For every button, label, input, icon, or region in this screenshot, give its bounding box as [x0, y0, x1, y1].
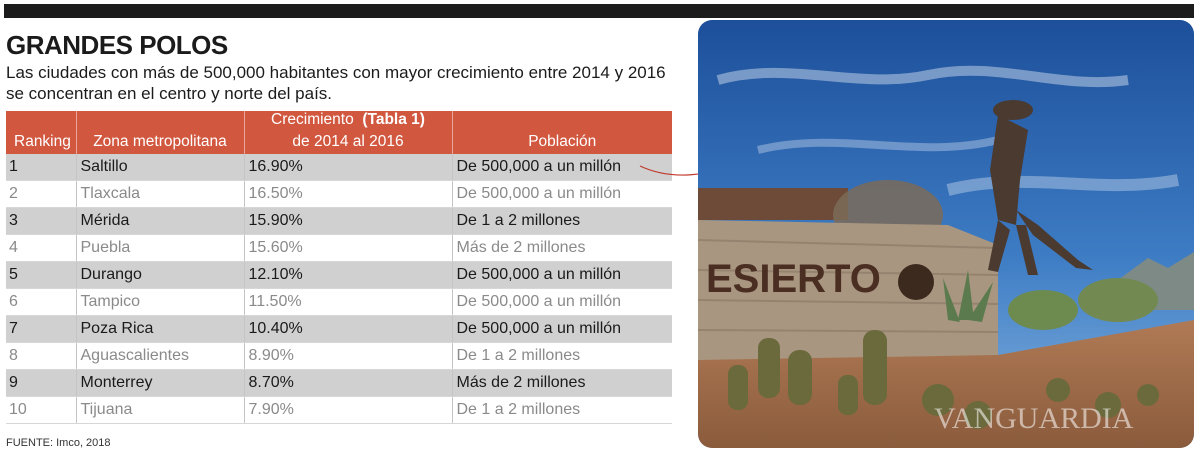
table-row: 9 Monterrey 8.70% Más de 2 millones	[6, 369, 672, 397]
cell-crecimiento: 8.90%	[244, 342, 453, 370]
ranking-table: Ranking Zona metropolitana Crecimiento (…	[6, 111, 672, 424]
page-subtitle: Las ciudades con más de 500,000 habitant…	[6, 63, 666, 103]
table-row: 6 Tampico 11.50% De 500,000 a un millón	[6, 288, 672, 316]
cell-ranking: 8	[6, 342, 77, 370]
header-crecimiento: Crecimiento (Tabla 1) de 2014 al 2016	[244, 111, 453, 154]
table-row: 5 Durango 12.10% De 500,000 a un millón	[6, 261, 672, 289]
header-zona: Zona metropolitana	[76, 111, 245, 154]
cell-crecimiento: 11.50%	[244, 288, 453, 316]
cell-ranking: 6	[6, 288, 77, 316]
cell-ranking: 4	[6, 234, 77, 262]
cell-zona: Aguascalientes	[76, 342, 245, 370]
cell-ranking: 10	[6, 396, 77, 424]
cell-crecimiento: 10.40%	[244, 315, 453, 343]
page-title: GRANDES POLOS	[6, 30, 228, 60]
cell-crecimiento: 16.50%	[244, 180, 453, 208]
header-ranking: Ranking	[6, 111, 77, 154]
table-header-row: Ranking Zona metropolitana Crecimiento (…	[6, 111, 672, 154]
photo-sign-text: ESIERTO	[706, 257, 881, 301]
header-crecimiento-tag: (Tabla 1)	[362, 111, 425, 128]
table-row: 8 Aguascalientes 8.90% De 1 a 2 millones	[6, 342, 672, 370]
cell-poblacion: Más de 2 millones	[452, 369, 672, 397]
cell-crecimiento: 16.90%	[244, 154, 453, 181]
cell-zona: Tijuana	[76, 396, 245, 424]
cell-zona: Monterrey	[76, 369, 245, 397]
cell-ranking: 7	[6, 315, 77, 343]
photo-watermark: VANGUARDIA	[934, 402, 1134, 435]
cell-crecimiento: 12.10%	[244, 261, 453, 289]
cell-ranking: 1	[6, 154, 77, 181]
header-poblacion: Población	[452, 111, 672, 154]
cell-crecimiento: 15.90%	[244, 207, 453, 235]
table-row: 1 Saltillo 16.90% De 500,000 a un millón	[6, 154, 672, 181]
cell-poblacion: De 1 a 2 millones	[452, 207, 672, 235]
cell-crecimiento: 15.60%	[244, 234, 453, 262]
table-row: 7 Poza Rica 10.40% De 500,000 a un millón	[6, 315, 672, 343]
cell-ranking: 2	[6, 180, 77, 208]
cell-poblacion: De 500,000 a un millón	[452, 261, 672, 289]
header-crecimiento-line1: Crecimiento	[271, 111, 354, 128]
table-row: 4 Puebla 15.60% Más de 2 millones	[6, 234, 672, 262]
cell-zona: Tampico	[76, 288, 245, 316]
cell-zona: Puebla	[76, 234, 245, 262]
cell-zona: Poza Rica	[76, 315, 245, 343]
cell-poblacion: De 1 a 2 millones	[452, 342, 672, 370]
cell-crecimiento: 7.90%	[244, 396, 453, 424]
cell-poblacion: De 500,000 a un millón	[452, 288, 672, 316]
cell-ranking: 5	[6, 261, 77, 289]
cell-poblacion: De 500,000 a un millón	[452, 154, 672, 181]
photo-desert-museum: ESIERTO	[698, 20, 1194, 448]
top-bar	[4, 4, 1194, 18]
cell-poblacion: De 1 a 2 millones	[452, 396, 672, 424]
cell-zona: Saltillo	[76, 154, 245, 181]
table-row: 10 Tijuana 7.90% De 1 a 2 millones	[6, 396, 672, 424]
header-crecimiento-line2: de 2014 al 2016	[292, 133, 404, 150]
table-row: 3 Mérida 15.90% De 1 a 2 millones	[6, 207, 672, 235]
cell-zona: Tlaxcala	[76, 180, 245, 208]
cell-ranking: 9	[6, 369, 77, 397]
cell-zona: Mérida	[76, 207, 245, 235]
cell-crecimiento: 8.70%	[244, 369, 453, 397]
cell-zona: Durango	[76, 261, 245, 289]
cell-ranking: 3	[6, 207, 77, 235]
cell-poblacion: Más de 2 millones	[452, 234, 672, 262]
table-row: 2 Tlaxcala 16.50% De 500,000 a un millón	[6, 180, 672, 208]
source-note: FUENTE: Imco, 2018	[6, 437, 111, 449]
cell-poblacion: De 500,000 a un millón	[452, 180, 672, 208]
cell-poblacion: De 500,000 a un millón	[452, 315, 672, 343]
